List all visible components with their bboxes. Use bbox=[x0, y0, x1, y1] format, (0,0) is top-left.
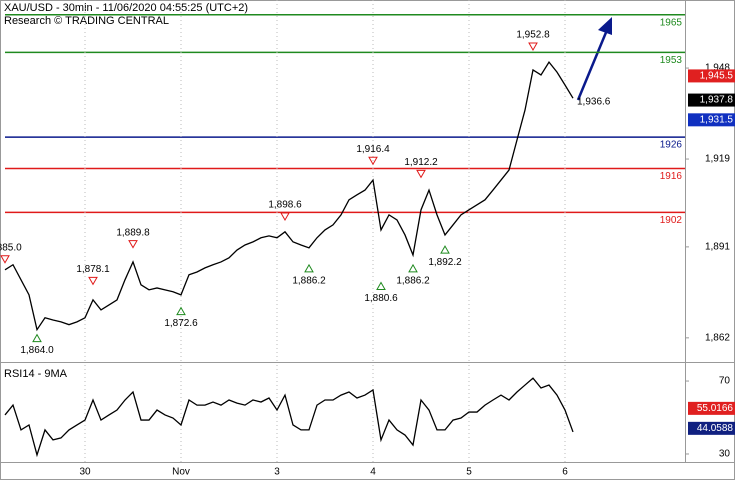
x-tick-label: 5 bbox=[466, 467, 472, 478]
pivot-low-marker bbox=[304, 263, 314, 273]
pivot-low-marker bbox=[176, 306, 186, 316]
pivot-high-marker bbox=[128, 240, 138, 249]
pivot-low-marker bbox=[408, 263, 418, 273]
rsi-title: RSI14 - 9MA bbox=[4, 368, 68, 380]
pivot-label: 1,880.6 bbox=[364, 293, 398, 304]
arrow-head bbox=[598, 17, 612, 35]
y-tick-label: 1,891 bbox=[705, 242, 730, 253]
note-label: 1,936.6 bbox=[577, 96, 611, 107]
y-tick-label: 1,919 bbox=[705, 154, 730, 165]
pivot-label: 1,892.2 bbox=[428, 257, 462, 268]
pivot-label: 1,886.2 bbox=[292, 276, 326, 287]
pivot-label: 1,952.8 bbox=[516, 30, 550, 41]
pivot-low-marker bbox=[440, 245, 450, 254]
forecast-arrow bbox=[576, 29, 609, 101]
y-tick-label: 30 bbox=[719, 449, 731, 460]
chart-subtitle: Research © TRADING CENTRAL bbox=[4, 15, 169, 27]
pivot-label: 1,898.6 bbox=[268, 200, 302, 211]
y-tick-label: 1,862 bbox=[705, 332, 730, 343]
pivot-high-marker bbox=[280, 212, 290, 222]
x-tick-label: 6 bbox=[562, 467, 568, 478]
value-box bbox=[688, 113, 735, 127]
pivot-high-marker bbox=[528, 42, 538, 52]
pivot-low-marker bbox=[376, 281, 386, 290]
pivot-low-marker bbox=[32, 333, 42, 343]
chart-title: XAU/USD - 30min - 11/06/2020 04:55:25 (U… bbox=[4, 2, 248, 14]
pivot-label: 1,885.0 bbox=[0, 242, 22, 253]
series-line bbox=[4, 60, 574, 332]
value-box bbox=[688, 401, 735, 415]
pivot-label: 1,912.2 bbox=[404, 157, 438, 168]
level-label: 1953 bbox=[660, 55, 683, 66]
value-box bbox=[688, 93, 735, 107]
value-box-label: 1,945.5 bbox=[700, 71, 734, 82]
pivot-high-marker bbox=[368, 156, 378, 166]
value-box-label: 55.0166 bbox=[697, 403, 734, 414]
value-box bbox=[688, 421, 735, 435]
pivot-label: 1,916.4 bbox=[356, 144, 390, 155]
x-tick-label: 4 bbox=[370, 467, 376, 478]
x-tick-label: 3 bbox=[274, 467, 280, 478]
pivot-label: 1,872.6 bbox=[164, 318, 198, 329]
pivot-high-marker bbox=[88, 276, 98, 286]
series-line bbox=[4, 377, 574, 458]
y-tick-label: 1,948 bbox=[705, 63, 730, 74]
value-box-label: 1,937.8 bbox=[700, 95, 734, 106]
pivot-label: 1,864.0 bbox=[20, 345, 54, 356]
value-box bbox=[688, 69, 735, 83]
value-box-label: 1,931.5 bbox=[700, 114, 734, 125]
level-label: 1965 bbox=[660, 17, 683, 28]
pivot-label: 1,889.8 bbox=[116, 227, 150, 238]
y-tick-label: 70 bbox=[719, 376, 731, 387]
pivot-label: 1,878.1 bbox=[76, 264, 110, 275]
x-tick-label: Nov bbox=[172, 467, 190, 478]
level-label: 1902 bbox=[660, 215, 683, 226]
x-tick-label: 30 bbox=[79, 467, 91, 478]
value-box-label: 44.0588 bbox=[697, 423, 734, 434]
pivot-high-marker bbox=[416, 169, 426, 179]
level-label: 1926 bbox=[660, 140, 683, 151]
level-label: 1916 bbox=[660, 171, 683, 182]
pivot-high-marker bbox=[0, 255, 10, 264]
pivot-label: 1,886.2 bbox=[396, 276, 430, 287]
